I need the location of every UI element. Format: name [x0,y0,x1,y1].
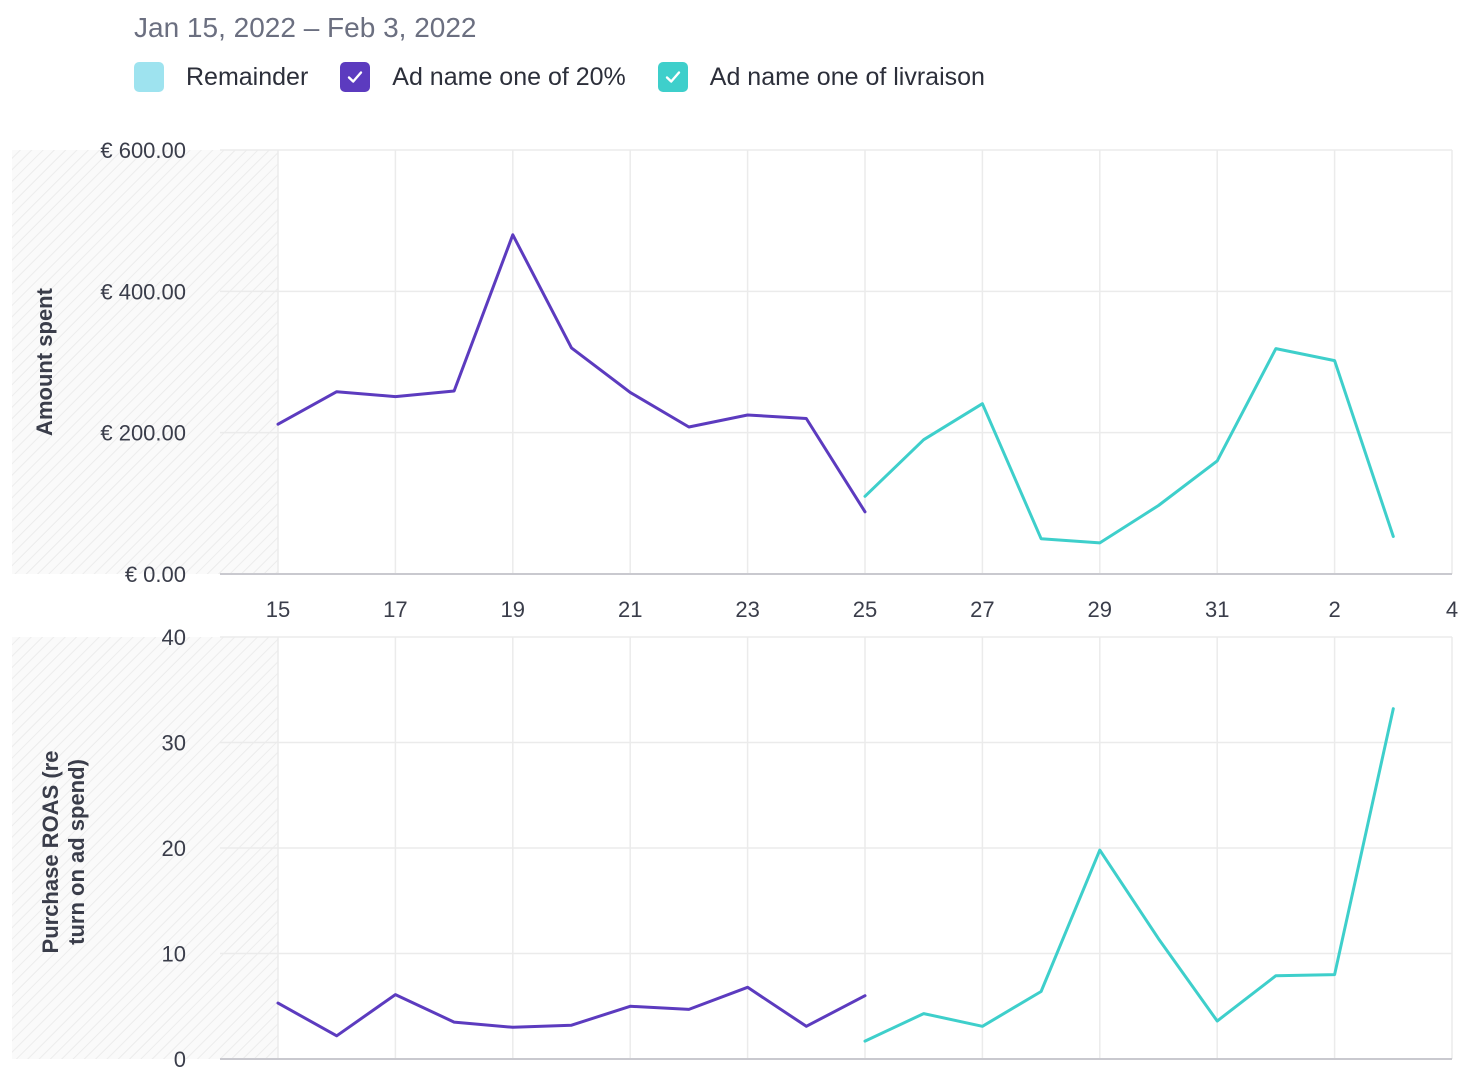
check-icon [665,71,680,83]
legend-checkbox-livraison[interactable] [657,62,688,92]
y-axis-title-line: Amount spent [32,287,57,436]
y-tick-label: 0 [174,1047,186,1072]
x-tick-label: 19 [501,597,525,622]
series-line [863,347,1395,545]
series-line [276,233,867,514]
y-axis-title: Amount spent [32,287,57,436]
x-tick-label: 2 [1328,597,1340,622]
x-tick-label: 21 [618,597,642,622]
out-of-range-zone [12,150,278,574]
y-tick-label: 30 [162,731,186,756]
x-tick-label: 17 [383,597,407,622]
y-tick-label: € 0.00 [125,562,186,587]
y-tick-label: 40 [162,625,186,650]
amount-spent-chart: € 0.00 € 200.00 € 400.00 € 600.00 Amount spe… [12,138,1458,622]
x-tick-label: 27 [970,597,994,622]
legend-checkbox-20pct[interactable] [340,62,371,92]
y-axis-title-line: turn on ad spend) [64,759,89,945]
x-tick-label: 15 [266,597,290,622]
x-tick-label: 25 [853,597,877,622]
series-line [276,985,867,1038]
check-icon [348,71,363,83]
x-tick-label: 4 [1446,597,1458,622]
y-axis-title: Purchase ROAS (return on ad spend) [38,751,89,954]
y-tick-label: € 600.00 [100,138,186,163]
y-axis-title-line: Purchase ROAS (re [38,751,63,954]
series-line [863,707,1395,1043]
date-range: Jan 15, 2022 – Feb 3, 2022 [134,12,477,43]
legend-item-20pct[interactable]: Ad name one of 20% [340,62,626,92]
legend-label-remainder: Remainder [186,62,309,91]
x-tick-label: 29 [1088,597,1112,622]
y-tick-label: € 200.00 [100,421,186,446]
y-tick-label: € 400.00 [100,279,186,304]
legend-label-livraison: Ad name one of livraison [709,62,985,91]
legend-item-remainder[interactable]: Remainder [134,62,308,92]
y-tick-label: 20 [162,836,186,861]
legend-label-20pct: Ad name one of 20% [392,62,626,91]
legend: Remainder Ad name one of 20% Ad name one… [134,62,1017,92]
y-tick-label: 10 [162,942,186,967]
legend-swatch-remainder[interactable] [134,62,164,92]
x-tick-label: 31 [1205,597,1229,622]
x-tick-label: 23 [735,597,759,622]
roas-chart: 0 10 20 30 40 Purchase ROAS (return on ad spe… [12,625,1453,1072]
legend-item-livraison[interactable]: Ad name one of livraison [657,62,985,92]
